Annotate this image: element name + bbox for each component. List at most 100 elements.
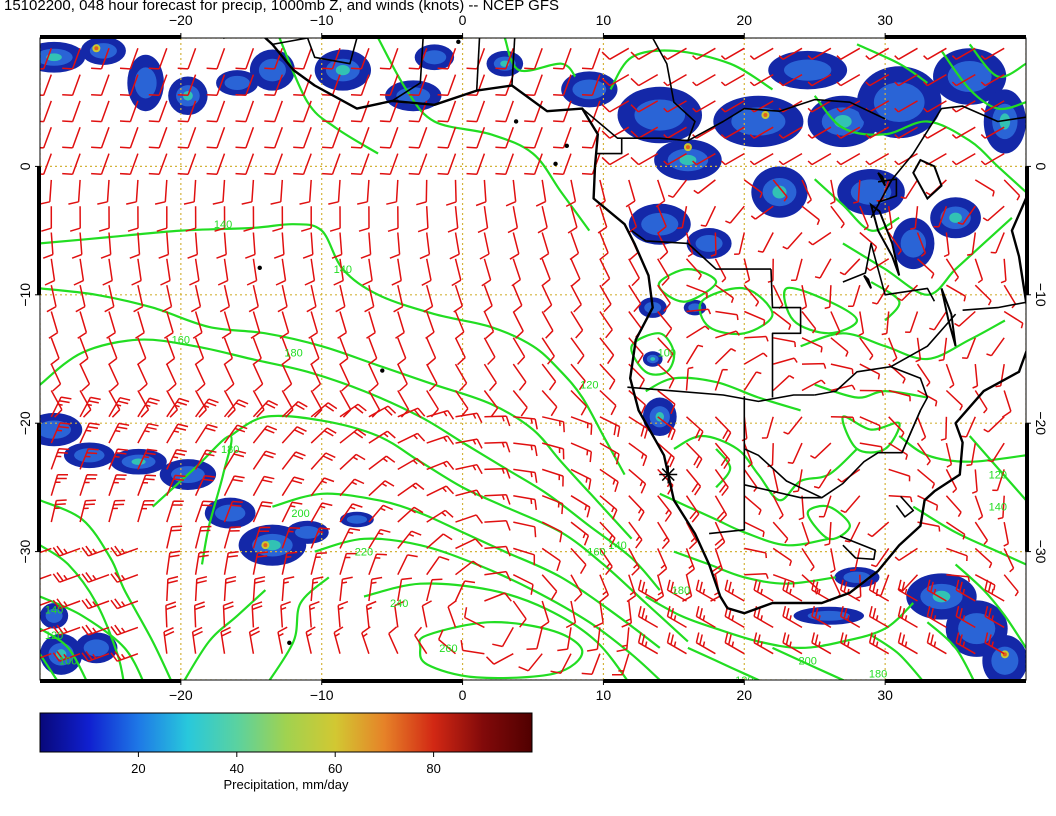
- wind-barb: [310, 477, 335, 497]
- wind-barb: [637, 579, 659, 602]
- wind-barb: [565, 600, 577, 629]
- wind-barb: [945, 442, 953, 468]
- wind-barb: [484, 415, 511, 427]
- wind-barb: [391, 258, 402, 286]
- wind-barb: [986, 337, 1005, 357]
- wind-barb: [281, 400, 308, 418]
- wind-barb: [281, 451, 306, 470]
- country-border: [744, 484, 822, 499]
- wind-barb: [569, 232, 580, 261]
- wind-barb: [537, 206, 548, 234]
- height-contour: [870, 281, 901, 322]
- wind-barb: [397, 577, 412, 602]
- height-contour: [912, 505, 1026, 566]
- wind-barb: [479, 232, 490, 260]
- wind-barb: [154, 179, 168, 205]
- wind-barb: [277, 285, 288, 313]
- wind-barb: [743, 371, 762, 391]
- wind-barb: [235, 153, 255, 175]
- wind-barb: [223, 337, 234, 366]
- wind-barb: [368, 430, 396, 444]
- wind-barb: [40, 652, 52, 659]
- wind-barb: [333, 626, 344, 654]
- precip-peak: [932, 590, 951, 603]
- wind-barb: [541, 547, 561, 572]
- wind-barb: [926, 579, 947, 602]
- wind-barb: [929, 311, 948, 331]
- wind-barb: [541, 258, 551, 287]
- wind-barb: [539, 232, 550, 261]
- precip-core: [346, 515, 368, 524]
- wind-barb: [916, 363, 931, 387]
- frame-band: [40, 679, 181, 683]
- wind-barb: [830, 363, 854, 375]
- wind-barb: [277, 626, 288, 654]
- wind-barb: [379, 126, 399, 149]
- wind-barb: [73, 258, 85, 286]
- wind-barb: [599, 468, 619, 493]
- wind-barb: [984, 579, 1005, 602]
- wind-barb: [193, 601, 206, 628]
- wind-barb: [685, 442, 703, 469]
- wind-barb: [388, 626, 399, 655]
- wind-barb: [252, 450, 276, 470]
- wind-barb: [42, 232, 54, 259]
- wind-barb: [743, 284, 760, 307]
- wind-barb: [364, 285, 375, 313]
- wind-barb: [599, 284, 612, 313]
- precip-core: [45, 608, 63, 623]
- precip-core: [214, 504, 246, 522]
- wind-barb: [333, 258, 344, 286]
- wind-barb: [550, 653, 572, 674]
- island: [257, 265, 262, 271]
- contour-label: 260: [439, 643, 457, 655]
- wind-barb: [223, 449, 247, 470]
- wind-barb: [322, 100, 341, 123]
- wind-barb: [961, 416, 976, 438]
- wind-barb: [830, 337, 849, 357]
- wind-barb: [52, 624, 81, 636]
- country-border: [511, 38, 516, 86]
- wind-barb: [749, 126, 774, 139]
- precip-core: [695, 234, 723, 252]
- wind-barb: [137, 474, 157, 496]
- wind-barb: [946, 284, 967, 302]
- wind-barb: [91, 48, 110, 70]
- wind-barb: [894, 47, 918, 60]
- colorbar: 20 40 60 80 Precipitation, mm/day: [39, 712, 533, 792]
- lon-tick-label-bottom: 0: [459, 687, 467, 703]
- wind-barb: [599, 547, 613, 576]
- wind-barb: [62, 74, 81, 97]
- wind-barb: [137, 397, 160, 418]
- wind-barb: [395, 311, 405, 339]
- wind-barb: [148, 153, 168, 175]
- wind-barb: [481, 258, 492, 287]
- wind-barb: [888, 389, 911, 402]
- precip-core: [422, 50, 447, 65]
- wind-barb: [91, 126, 110, 149]
- wind-barb: [194, 363, 206, 392]
- wind-barb: [667, 179, 688, 198]
- country-border: [596, 138, 623, 155]
- frame-band: [321, 679, 463, 683]
- precip-core: [134, 67, 157, 99]
- island: [456, 39, 461, 45]
- wind-barb: [264, 153, 284, 175]
- wind-barb: [714, 495, 728, 523]
- wind-barb: [137, 422, 159, 444]
- wind-barb: [165, 601, 177, 628]
- wind-barb: [581, 74, 601, 97]
- precip-core: [396, 87, 431, 105]
- wind-barb: [974, 390, 988, 414]
- height-contour: [841, 415, 901, 454]
- wind-barb: [630, 152, 659, 166]
- wind-barb: [264, 126, 284, 149]
- wind-barb: [714, 348, 737, 365]
- wind-barb: [772, 547, 793, 567]
- wind-barb: [252, 399, 279, 418]
- wind-barb: [337, 600, 349, 628]
- contour-label: 140: [946, 681, 964, 693]
- wind-barb: [194, 449, 217, 470]
- wind-barb: [565, 179, 577, 208]
- map-plot-area: 1401401601801802002202402601201401601801…: [40, 38, 1026, 693]
